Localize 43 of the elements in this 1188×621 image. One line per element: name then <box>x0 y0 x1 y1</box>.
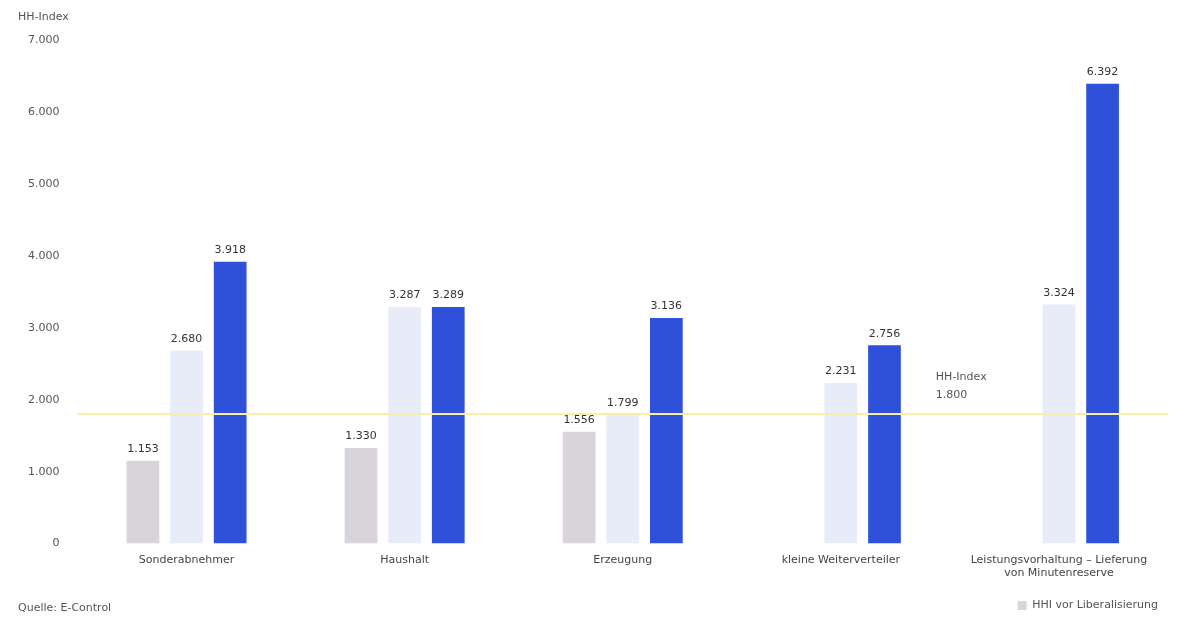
y-tick-label: 3.000 <box>27 320 60 334</box>
bar <box>431 306 465 544</box>
bar <box>388 307 421 544</box>
data-label: 1.153 <box>127 442 159 456</box>
bar <box>344 447 378 544</box>
data-label: 3.289 <box>432 288 465 302</box>
bar <box>868 345 901 544</box>
y-axis-title: HH-Index <box>18 10 70 23</box>
bar <box>606 414 640 544</box>
data-label: 3.918 <box>214 243 246 257</box>
data-label: 6.392 <box>1086 65 1119 79</box>
source-note: Quelle: E-Control <box>18 601 112 614</box>
ref-line-label: HH-Index 1.800 <box>935 370 988 402</box>
x-tick-label: Sonderabnehmer <box>138 553 235 567</box>
x-tick-label: Leistungsvorhaltung – Lieferung von Minutenreserve <box>970 553 1148 580</box>
y-tick-label: 7.000 <box>27 32 60 46</box>
x-tick-label: Haushalt <box>380 553 430 567</box>
bar <box>650 317 683 544</box>
data-label: 2.231 <box>825 364 857 378</box>
y-tick-label: 4.000 <box>27 248 60 262</box>
bar <box>170 350 203 544</box>
x-tick-label: kleine Weiterverteiler <box>781 553 901 567</box>
bar <box>1086 83 1119 544</box>
y-tick-label: 0 <box>52 536 60 550</box>
data-label: 3.287 <box>388 288 421 302</box>
y-tick-label: 2.000 <box>27 392 60 406</box>
bar <box>126 460 160 544</box>
data-label: 3.324 <box>1043 285 1075 299</box>
data-label: 2.680 <box>170 332 203 346</box>
bar <box>824 383 858 544</box>
y-tick-label: 5.000 <box>27 176 60 190</box>
data-label: 1.799 <box>607 395 639 409</box>
data-label: 2.756 <box>868 326 901 340</box>
x-tick-label: Erzeugung <box>593 553 653 567</box>
data-label: 1.556 <box>563 413 595 427</box>
data-label: 1.330 <box>345 429 377 443</box>
bar <box>1042 304 1076 544</box>
data-label: 3.136 <box>650 299 683 313</box>
bar <box>562 431 596 544</box>
y-tick-label: 1.000 <box>27 464 60 478</box>
legend-label: HHI vor Liberalisierung <box>1032 598 1158 612</box>
bar <box>213 261 247 544</box>
y-tick-label: 6.000 <box>27 104 60 118</box>
